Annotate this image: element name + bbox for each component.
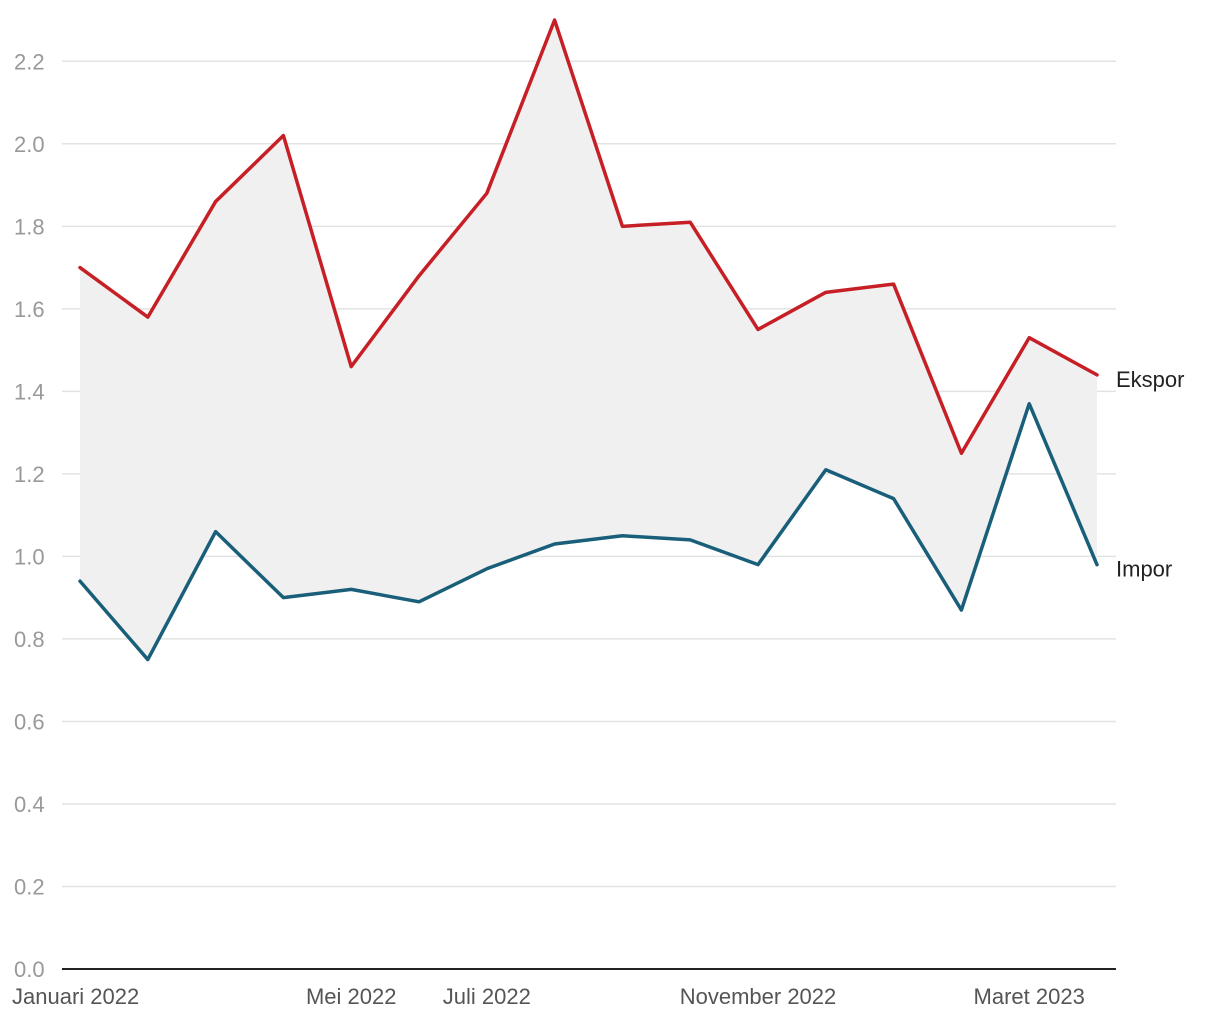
y-tick-label: 1.8 [14, 214, 45, 239]
x-tick-label: Januari 2022 [12, 984, 139, 1009]
y-tick-label: 0.0 [14, 957, 45, 982]
series-label-ekspor: Ekspor [1116, 367, 1184, 392]
range-fill-area [80, 20, 1097, 660]
x-tick-label: Maret 2023 [974, 984, 1085, 1009]
y-tick-label: 1.0 [14, 544, 45, 569]
y-tick-label: 1.4 [14, 379, 45, 404]
y-tick-label: 1.6 [14, 297, 45, 322]
x-axis-ticks: Januari 2022 Mei 2022 Juli 2022 November 20… [12, 984, 1085, 1009]
series-line-ekspor [78, 18, 1099, 455]
y-axis-ticks: 0.0 0.2 0.4 0.6 0.8 1.0 1.2 1.4 1.6 1.8 2.0 2.2 [14, 49, 45, 982]
y-tick-label: 0.4 [14, 792, 45, 817]
x-tick-label: November 2022 [680, 984, 837, 1009]
y-tick-label: 0.2 [14, 874, 45, 899]
y-tick-label: 0.6 [14, 709, 45, 734]
y-tick-label: 2.0 [14, 132, 45, 157]
series-labels: Ekspor Impor [1116, 367, 1184, 582]
series-lines [78, 18, 1099, 662]
x-tick-label: Juli 2022 [443, 984, 531, 1009]
y-tick-label: 0.8 [14, 627, 45, 652]
x-tick-label: Mei 2022 [306, 984, 397, 1009]
series-line-impor [78, 401, 1099, 662]
y-tick-label: 1.2 [14, 462, 45, 487]
y-tick-label: 2.2 [14, 49, 45, 74]
series-label-impor: Impor [1116, 557, 1172, 582]
